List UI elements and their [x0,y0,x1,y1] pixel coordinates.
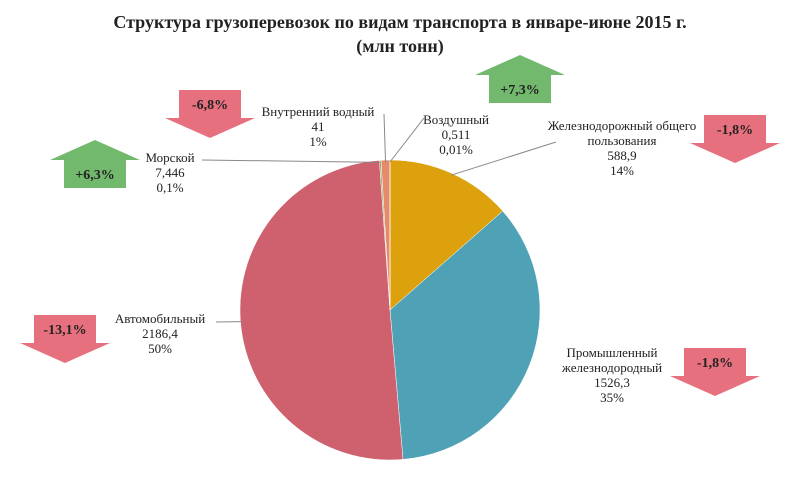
leader-line [389,117,425,163]
percent-label: 50% [148,341,172,356]
leader-line [450,141,557,176]
data-label: Автомобильный 2186,4 50% [100,311,220,356]
value-label: 41 [311,119,325,134]
leader-line [383,113,387,163]
chart-subtitle: (млн тонн) [356,36,444,56]
percent-label: 1% [309,134,327,149]
percent-label: 0,01% [439,142,473,157]
change-label: +7,3% [500,83,539,98]
percent-label: 14% [610,163,634,178]
percent-label: 35% [600,390,624,405]
data-label: Железнодорожный общего пользования 588,9 1… [547,118,697,178]
data-label: Промышленный железнодородный 1526,3 35% [547,345,677,405]
leader-line [201,159,381,163]
change-arrow [690,115,780,163]
change-label: -1,8% [697,356,733,371]
data-label: Морской 7,446 0,1% [130,150,210,195]
change-arrow [670,348,760,396]
chart-title: Структура грузоперевозок по видам трансп… [113,12,687,32]
data-label: Внутренний водный 41 1% [243,104,393,149]
change-arrow [50,140,140,188]
value-label: 1526,3 [594,375,630,390]
pie-slice [389,159,504,311]
change-label: -1,8% [717,123,753,138]
percent-label: 0,1% [156,180,184,195]
data-label: Воздушный 0,511 0,01% [406,112,506,157]
value-label: 7,446 [155,165,185,180]
change-arrow [475,55,565,103]
pie-slice [239,160,404,461]
change-label: -13,1% [43,323,86,338]
value-label: 0,511 [441,127,471,142]
change-label: -6,8% [192,98,228,113]
category-label: Промышленный железнодородный [561,345,663,375]
category-label: Автомобильный [114,311,206,326]
value-label: 2186,4 [142,326,178,341]
change-label: +6,3% [75,168,114,183]
category-label: Морской [145,150,195,165]
category-label: Железнодорожный общего пользования [547,118,697,148]
pie-slice [389,210,541,460]
category-label: Воздушный [423,112,489,127]
category-label: Внутренний водный [261,104,375,119]
value-label: 588,9 [607,148,637,163]
change-arrow [165,90,255,138]
change-arrow [20,315,110,363]
